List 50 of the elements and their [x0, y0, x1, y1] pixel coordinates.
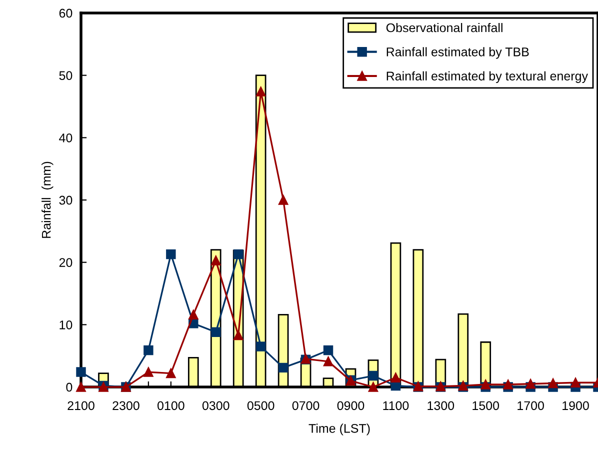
point	[211, 327, 221, 338]
point	[368, 382, 378, 392]
point	[233, 249, 244, 260]
x-tick-label: 0700	[292, 401, 320, 410]
point	[278, 195, 288, 205]
x-axis-title: Time (LST)	[308, 424, 370, 436]
point	[503, 380, 513, 390]
x-tick-label: 2100	[68, 401, 94, 410]
point	[166, 249, 176, 260]
legend-label: Rainfall estimated by TBB	[386, 47, 529, 59]
x-tick-label: 0300	[202, 401, 230, 410]
point	[390, 372, 401, 383]
y-tick-label: 0	[66, 382, 72, 392]
point	[76, 367, 86, 377]
point	[570, 378, 580, 388]
y-tick-label: 40	[59, 133, 72, 142]
y-tick-label: 30	[59, 196, 72, 205]
x-tick-label: 1700	[518, 401, 544, 410]
point	[188, 310, 198, 320]
x-tick-label: 1500	[472, 401, 500, 410]
point	[144, 367, 154, 377]
x-tick-label: 1100	[383, 401, 409, 410]
y-tick-label: 10	[60, 320, 72, 330]
point	[211, 256, 221, 266]
y-tick-label: 20	[59, 258, 72, 267]
point	[480, 380, 490, 390]
y-axis-title: Rainfall (mm)	[42, 162, 54, 238]
bar	[412, 249, 424, 387]
legend-label: Observational rainfall	[386, 23, 502, 32]
x-tick-label: 2300	[112, 401, 140, 410]
x-tick-label: 1900	[562, 401, 589, 410]
point	[166, 368, 176, 378]
point	[548, 378, 558, 388]
x-tick-label: 0500	[247, 401, 274, 410]
y-tick-label: 60	[59, 8, 72, 18]
y-tick-label: 50	[59, 71, 72, 80]
legend-label: Rainfall estimated by textural energy	[386, 71, 588, 83]
bar	[458, 313, 469, 387]
point	[256, 86, 266, 96]
point	[256, 342, 266, 352]
point	[323, 356, 334, 366]
point	[526, 379, 536, 389]
point	[144, 345, 154, 356]
point	[233, 330, 244, 340]
point	[76, 382, 86, 392]
x-tick-label: 0100	[158, 401, 184, 410]
x-tick-label: 0900	[337, 401, 364, 410]
point	[278, 362, 288, 373]
x-tick-label: 1300	[428, 401, 454, 410]
point	[323, 345, 334, 356]
